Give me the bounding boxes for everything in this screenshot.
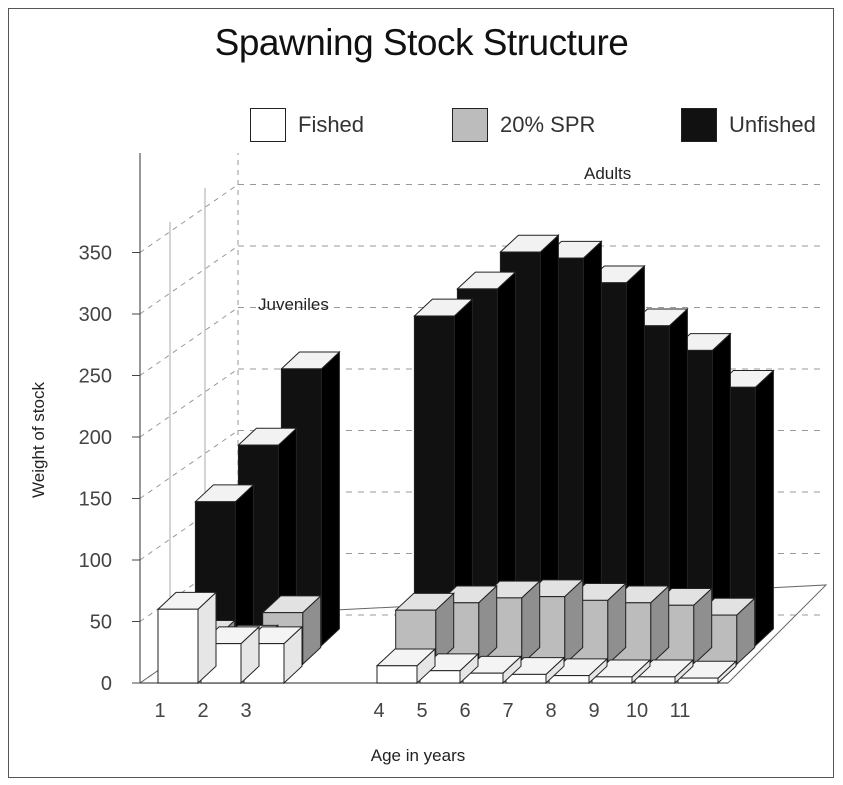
y-tick-label: 100 <box>79 550 112 572</box>
annotation-juveniles: Juveniles <box>258 295 329 314</box>
legend-item-unfished: Unfished <box>681 108 816 142</box>
gridline-diagonal <box>139 245 239 315</box>
bar-fished-age-1 <box>156 591 218 685</box>
bar-fished-age-3 <box>242 625 304 685</box>
bar-front <box>376 665 418 684</box>
legend-item-20-spr: 20% SPR <box>452 108 595 142</box>
bar-front <box>634 676 676 684</box>
bar-side <box>754 369 774 647</box>
bar-front <box>548 675 590 684</box>
x-axis-ticks: 1 2 3 4 5 6 7 8 9 10 11 <box>154 700 690 722</box>
y-tick-label: 250 <box>79 366 112 388</box>
y-axis-ticks: 0 50 100 150 200 250 300 350 <box>79 243 140 695</box>
legend-swatch-fished <box>250 108 286 142</box>
gridline-diagonal <box>139 184 239 253</box>
legend-label-20-spr: 20% SPR <box>500 112 596 137</box>
x-tick-label: 3 <box>240 700 251 722</box>
chart-title: Spawning Stock Structure <box>214 22 629 63</box>
gridline-diagonal <box>139 368 239 438</box>
x-tick-label: 4 <box>373 700 384 722</box>
x-tick-label: 8 <box>545 700 556 722</box>
bar-side <box>320 350 340 647</box>
x-tick-label: 9 <box>588 700 599 722</box>
y-tick-label: 300 <box>79 304 112 326</box>
bar-front <box>413 315 455 647</box>
bar-side <box>234 483 254 647</box>
x-tick-label: 10 <box>626 700 648 722</box>
y-tick-label: 150 <box>79 489 112 511</box>
bar-front <box>505 673 547 684</box>
bar-unfished-age-4 <box>413 298 474 647</box>
y-tick-label: 200 <box>79 427 112 449</box>
bars <box>156 234 775 685</box>
x-tick-label: 7 <box>502 700 513 722</box>
bar-front <box>677 677 719 684</box>
legend-swatch-20-spr <box>452 108 488 142</box>
annotation-adults: Adults <box>584 164 631 183</box>
x-axis-label: Age in years <box>371 746 466 765</box>
legend-label-unfished: Unfished <box>729 112 816 137</box>
gridline-diagonal <box>139 307 239 376</box>
y-axis-label: Weight of stock <box>29 382 48 498</box>
y-tick-label: 350 <box>79 243 112 265</box>
x-tick-label: 2 <box>197 700 208 722</box>
legend-label-fished: Fished <box>298 112 365 137</box>
x-tick-label: 6 <box>459 700 470 722</box>
bar-front <box>591 676 633 684</box>
legend-swatch-unfished <box>681 108 717 142</box>
bar-front <box>157 608 199 684</box>
x-tick-label: 1 <box>154 700 165 722</box>
bar-fished-age-4 <box>375 647 437 685</box>
x-tick-label: 5 <box>416 700 427 722</box>
y-tick-label: 50 <box>90 612 112 634</box>
y-tick-label: 0 <box>101 673 112 695</box>
x-tick-label: 11 <box>670 700 691 722</box>
legend-item-fished: Fished <box>250 108 364 142</box>
